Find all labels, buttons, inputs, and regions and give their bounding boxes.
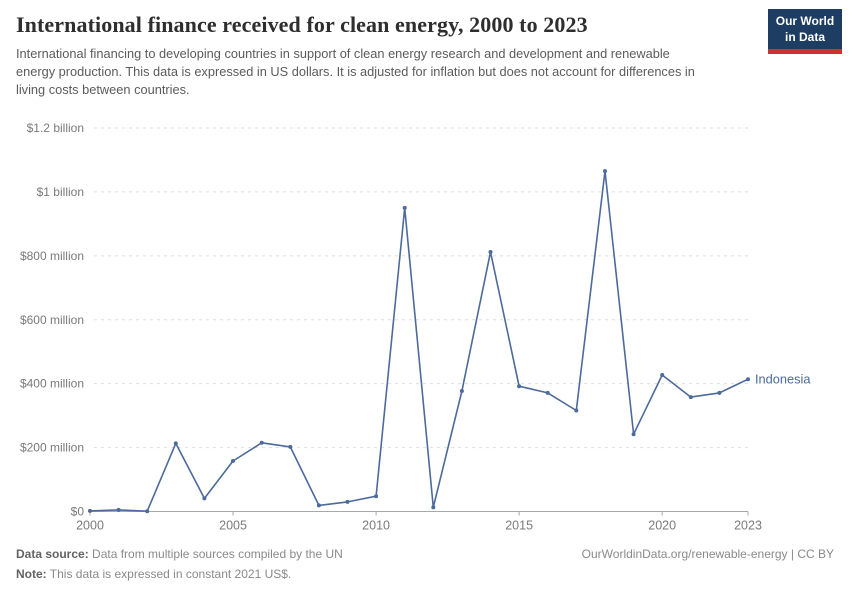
data-point[interactable] [488, 250, 493, 254]
data-point[interactable] [145, 509, 150, 514]
y-axis-label: $1 billion [37, 185, 84, 199]
note-text: This data is expressed in constant 2021 … [46, 566, 292, 581]
owid-logo-text-line2: in Data [784, 29, 825, 44]
data-point[interactable] [717, 390, 722, 395]
data-point[interactable] [374, 494, 379, 499]
chart-subtitle: International financing to developing co… [16, 46, 695, 97]
data-point[interactable] [459, 389, 464, 393]
data-point[interactable] [631, 432, 636, 437]
chart-area: $0 $200 million $400 million $600 million $8… [0, 112, 850, 549]
x-axis-label: 2020 [648, 519, 676, 533]
data-point[interactable] [288, 444, 293, 449]
data-point[interactable] [316, 503, 321, 508]
data-source-line: Data source: Data from multiple sources … [16, 545, 834, 565]
x-axis-label: 2015 [505, 519, 533, 533]
data-point[interactable] [116, 507, 121, 512]
y-axis-label: $0 [71, 505, 85, 519]
note-line: Note: This data is expressed in constant… [16, 565, 834, 585]
data-point[interactable] [660, 373, 665, 377]
data-source-text: Data from multiple sources compiled by t… [88, 547, 343, 561]
note-label: Note: [16, 566, 47, 581]
data-point[interactable] [173, 441, 178, 446]
x-axis-label: 2000 [76, 519, 104, 533]
data-point[interactable] [431, 505, 436, 510]
x-axis-label: 2010 [362, 519, 390, 533]
y-axis-label: $600 million [20, 313, 84, 327]
data-point[interactable] [574, 408, 579, 413]
data-point[interactable] [517, 384, 522, 389]
data-point[interactable] [202, 496, 207, 501]
owid-logo-text-line1: Our World [775, 14, 835, 28]
chart-header: International finance received for clean… [16, 12, 756, 98]
chart-footer: Data source: Data from multiple sources … [16, 545, 834, 585]
data-point[interactable] [259, 440, 264, 445]
data-point[interactable] [688, 395, 693, 400]
data-point[interactable] [345, 499, 350, 504]
y-axis-label: $800 million [20, 249, 84, 263]
x-axis-label: 2023 [734, 519, 762, 533]
y-axis-label: $1.2 billion [27, 121, 84, 135]
data-point[interactable] [402, 205, 407, 210]
data-point[interactable] [603, 169, 607, 174]
x-axis-label: 2005 [219, 519, 247, 533]
data-source-label: Data source: [16, 547, 89, 561]
line-chart: $0 $200 million $400 million $600 million $8… [20, 121, 811, 533]
data-point[interactable] [88, 508, 92, 513]
owid-logo[interactable]: Our World in Data [768, 9, 842, 55]
data-point[interactable] [231, 459, 235, 463]
page-title: International finance received for clean… [16, 12, 588, 37]
y-axis-label: $400 million [20, 377, 84, 391]
data-point[interactable] [545, 390, 550, 395]
data-point[interactable] [746, 377, 750, 382]
series-line[interactable] [89, 170, 749, 512]
attribution-link[interactable]: OurWorldinData.org/renewable-energy | CC… [581, 547, 834, 561]
y-axis-label: $200 million [20, 441, 84, 455]
series-label[interactable]: Indonesia [755, 372, 811, 387]
